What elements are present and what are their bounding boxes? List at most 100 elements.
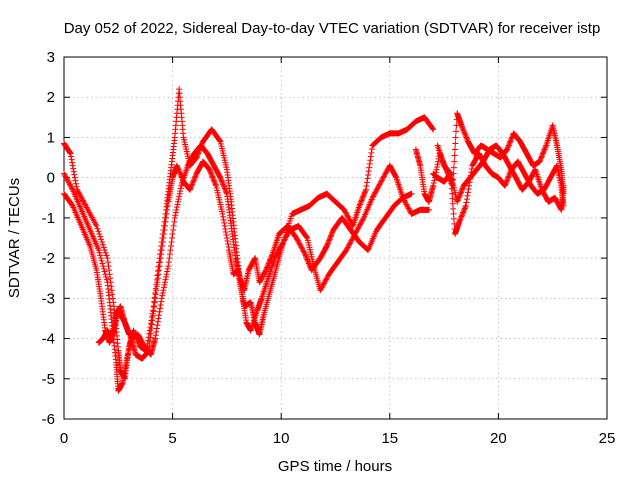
data-point xyxy=(356,202,363,209)
data-point xyxy=(402,198,409,205)
data-point xyxy=(366,164,373,171)
data-point xyxy=(163,214,170,221)
data-point xyxy=(176,193,183,200)
data-point xyxy=(130,327,137,334)
data-point xyxy=(68,184,75,191)
data-point xyxy=(157,305,164,312)
data-point xyxy=(109,291,116,298)
data-point xyxy=(97,233,104,240)
data-point xyxy=(76,192,83,199)
data-point xyxy=(154,279,161,286)
data-point xyxy=(173,162,180,169)
data-point xyxy=(356,222,363,229)
data-point xyxy=(68,201,75,208)
data-point xyxy=(209,174,216,181)
data-point xyxy=(161,279,168,286)
data-point xyxy=(173,204,180,211)
data-point xyxy=(163,210,170,217)
data-point xyxy=(459,212,466,219)
data-point xyxy=(503,180,510,187)
y-tick-label: -1 xyxy=(42,210,55,227)
data-point xyxy=(459,123,466,130)
data-point xyxy=(358,197,365,204)
data-point xyxy=(536,158,543,165)
data-point xyxy=(460,126,467,133)
data-point xyxy=(344,245,351,252)
data-point xyxy=(541,146,548,153)
data-point xyxy=(303,253,310,260)
data-point xyxy=(392,173,399,180)
data-point xyxy=(153,325,160,332)
data-point xyxy=(267,255,274,262)
data-point xyxy=(216,137,223,144)
data-point xyxy=(502,181,509,188)
data-point xyxy=(434,163,441,170)
data-point xyxy=(365,171,372,178)
data-point xyxy=(449,195,456,202)
data-point xyxy=(79,197,86,204)
data-point xyxy=(66,180,73,187)
data-point xyxy=(71,171,78,178)
data-point xyxy=(103,276,110,283)
data-point xyxy=(190,177,197,184)
data-point xyxy=(189,180,196,187)
data-point xyxy=(160,230,167,237)
data-point xyxy=(368,146,375,153)
data-point xyxy=(154,322,161,329)
x-tick-labels: 0 5 10 15 20 25 xyxy=(60,430,616,447)
data-point xyxy=(464,189,471,196)
data-point xyxy=(452,140,459,147)
data-point xyxy=(220,181,227,188)
data-point xyxy=(346,216,353,223)
x-tick-label: 10 xyxy=(273,430,290,447)
data-point xyxy=(344,213,351,220)
data-point xyxy=(365,168,372,175)
data-point xyxy=(542,145,549,152)
data-point xyxy=(69,159,76,166)
data-point xyxy=(449,190,456,197)
data-point xyxy=(504,176,511,183)
data-point xyxy=(357,221,364,228)
data-point xyxy=(465,186,472,193)
data-point xyxy=(207,169,214,176)
data-point xyxy=(283,232,290,239)
data-point xyxy=(263,265,270,272)
data-point xyxy=(349,236,356,243)
data-point xyxy=(158,295,165,302)
data-point xyxy=(72,177,79,184)
x-tick-label: 5 xyxy=(168,430,176,447)
data-point xyxy=(358,198,365,205)
data-point xyxy=(207,167,214,174)
data-point xyxy=(158,251,165,258)
data-point xyxy=(163,273,170,280)
data-point xyxy=(78,194,85,201)
data-point xyxy=(360,192,367,199)
data-point xyxy=(219,210,226,217)
data-point xyxy=(378,178,385,185)
data-point xyxy=(176,190,183,197)
data-point xyxy=(93,222,100,229)
series-track-g xyxy=(95,303,133,346)
data-point xyxy=(176,169,183,176)
data-point xyxy=(221,185,228,192)
data-point xyxy=(103,252,110,259)
data-point xyxy=(375,182,382,189)
data-point xyxy=(464,192,471,199)
data-point xyxy=(359,217,366,224)
data-point xyxy=(150,308,157,315)
x-tick-label: 25 xyxy=(599,430,616,447)
data-point xyxy=(148,325,155,332)
data-point xyxy=(265,260,272,267)
data-point xyxy=(370,192,377,199)
data-point xyxy=(158,247,165,254)
data-point xyxy=(463,196,470,203)
data-point xyxy=(164,202,171,209)
data-point xyxy=(450,210,457,217)
data-point xyxy=(159,243,166,250)
data-point xyxy=(155,271,162,278)
data-point xyxy=(96,249,103,256)
data-point xyxy=(300,248,307,255)
data-point xyxy=(72,180,79,187)
data-point xyxy=(147,334,154,341)
data-point xyxy=(280,239,287,246)
